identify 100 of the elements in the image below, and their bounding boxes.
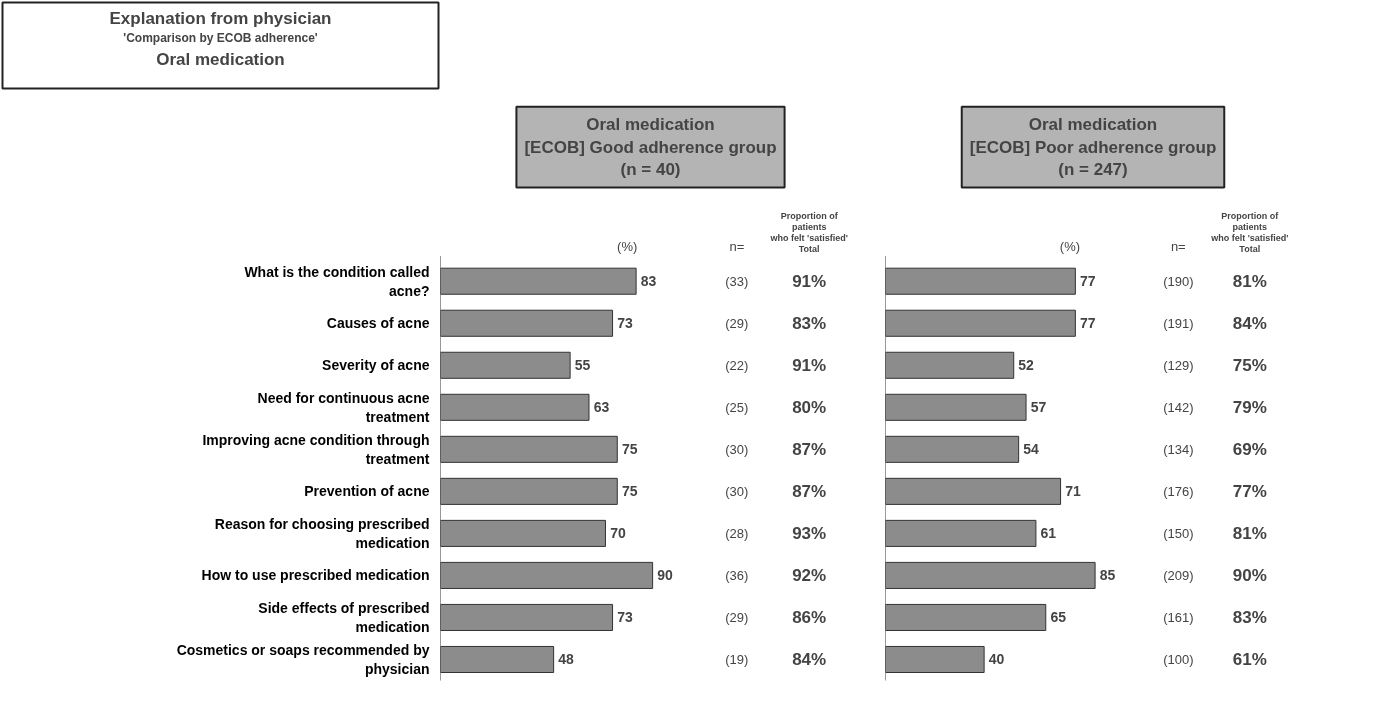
- text: 75%: [1232, 355, 1267, 375]
- bar: [885, 519, 1037, 547]
- text: (191): [1163, 315, 1194, 331]
- text: (33): [725, 273, 749, 289]
- text: (30): [725, 483, 749, 499]
- text: 86%: [792, 607, 827, 627]
- text: (%): [617, 238, 638, 254]
- bar: [440, 645, 555, 674]
- data-label: 52: [1018, 357, 1035, 374]
- text: 80%: [792, 397, 827, 417]
- chart-title: Oral medication [ECOB] Poor adherence group (n = 247): [969, 114, 1217, 180]
- bar: [440, 519, 606, 547]
- text: (161): [1163, 609, 1194, 625]
- data-label: 70: [610, 525, 626, 542]
- data-label: 54: [1023, 441, 1040, 458]
- y-tick-label: Severity of acne: [322, 357, 430, 374]
- text: (129): [1163, 357, 1194, 373]
- text: 87%: [792, 481, 827, 501]
- bar: [885, 561, 1096, 589]
- text: (134): [1163, 441, 1194, 457]
- text: Explanation from physician: [109, 9, 332, 29]
- y-tick-label: Need for continuous acne treatment: [257, 389, 430, 425]
- data-label: 75: [621, 441, 638, 458]
- data-label: 77: [1079, 315, 1096, 332]
- text: Proportion of patients who felt 'satisfied' Total: [769, 210, 848, 254]
- bar: [885, 351, 1015, 379]
- bar: [440, 267, 637, 295]
- bar: [440, 435, 618, 463]
- y-tick-label: How to use prescribed medication: [201, 567, 430, 584]
- data-label: 75: [621, 483, 638, 500]
- bar: [440, 351, 571, 379]
- bar: [885, 309, 1076, 337]
- text: 81%: [1232, 523, 1267, 543]
- text: 90%: [1232, 565, 1267, 585]
- y-tick-label: Causes of acne: [326, 315, 430, 332]
- text: 83%: [792, 313, 827, 333]
- text: 81%: [1232, 271, 1267, 291]
- text: 91%: [792, 271, 827, 291]
- text: (142): [1163, 399, 1194, 415]
- bar: [440, 603, 614, 631]
- text: (150): [1163, 525, 1194, 541]
- bar: [885, 645, 985, 674]
- bar: [885, 477, 1062, 505]
- chart-title: Oral medication [ECOB] Good adherence group (n = 40): [524, 114, 777, 180]
- text: 'Comparison by ECOB adherence': [123, 30, 318, 45]
- text: (%): [1059, 238, 1081, 254]
- data-label: 73: [617, 315, 634, 332]
- text: (19): [725, 651, 749, 667]
- bar: [440, 561, 654, 589]
- data-label: 63: [593, 399, 610, 416]
- data-label: 61: [1040, 525, 1057, 542]
- text: 92%: [792, 565, 827, 585]
- text: (30): [725, 441, 749, 457]
- text: (25): [725, 399, 749, 415]
- text: Oral medication: [156, 49, 285, 69]
- data-label: 71: [1065, 483, 1081, 500]
- text: 83%: [1232, 607, 1267, 627]
- text: n=: [729, 238, 745, 254]
- text: 79%: [1232, 397, 1267, 417]
- text: 91%: [792, 355, 827, 375]
- text: (22): [725, 357, 749, 373]
- data-label: 83: [640, 273, 657, 290]
- bar: [440, 309, 614, 337]
- y-tick-label: Reason for choosing prescribed medication: [214, 515, 430, 551]
- text: 84%: [1232, 313, 1267, 333]
- text: (190): [1163, 273, 1194, 289]
- data-label: 48: [558, 651, 575, 668]
- text: 61%: [1232, 649, 1267, 669]
- data-label: 65: [1050, 609, 1067, 626]
- text: (29): [725, 609, 749, 625]
- text: 84%: [792, 649, 827, 669]
- y-tick-label: What is the condition called acne?: [244, 263, 430, 299]
- y-tick-label: Improving acne condition through treatment: [202, 431, 430, 467]
- bar: [885, 603, 1047, 631]
- data-label: 73: [617, 609, 634, 626]
- text: 87%: [792, 439, 827, 459]
- bar: [885, 435, 1020, 463]
- bar: [885, 267, 1076, 295]
- bar: [440, 477, 618, 505]
- bar: [885, 393, 1027, 421]
- data-label: 40: [988, 651, 1005, 668]
- text: (209): [1163, 567, 1194, 583]
- text: (28): [725, 525, 749, 541]
- text: 77%: [1232, 481, 1267, 501]
- y-tick-label: Prevention of acne: [304, 483, 430, 500]
- data-label: 57: [1030, 399, 1047, 416]
- y-tick-label: Cosmetics or soaps recommended by physician: [176, 641, 430, 678]
- text: (36): [725, 567, 749, 583]
- data-label: 55: [574, 357, 591, 374]
- bar: [440, 393, 590, 421]
- text: 69%: [1232, 439, 1267, 459]
- text: (176): [1163, 483, 1194, 499]
- text: 93%: [792, 523, 827, 543]
- text: Proportion of patients who felt 'satisfied' Total: [1210, 210, 1289, 254]
- text: (100): [1163, 651, 1194, 667]
- text: n=: [1170, 238, 1186, 254]
- data-label: 90: [657, 567, 674, 584]
- data-label: 77: [1079, 273, 1096, 290]
- data-label: 85: [1099, 567, 1116, 584]
- text: (29): [725, 315, 749, 331]
